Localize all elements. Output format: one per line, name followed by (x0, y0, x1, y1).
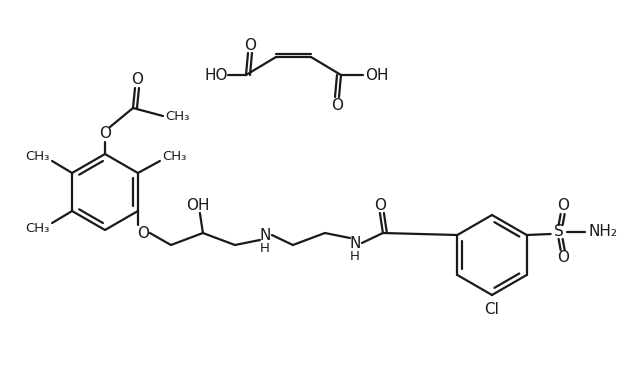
Text: O: O (244, 37, 256, 52)
Text: OH: OH (365, 68, 388, 83)
Text: CH₃: CH₃ (26, 149, 50, 163)
Text: CH₃: CH₃ (26, 222, 50, 235)
Text: H: H (350, 250, 360, 262)
Text: O: O (557, 251, 569, 265)
Text: NH₂: NH₂ (589, 225, 618, 240)
Text: HO: HO (205, 68, 228, 83)
Text: O: O (137, 225, 149, 240)
Text: O: O (331, 98, 343, 113)
Text: O: O (557, 199, 569, 214)
Text: N: N (349, 236, 360, 251)
Text: O: O (99, 127, 111, 142)
Text: S: S (554, 225, 563, 240)
Text: CH₃: CH₃ (165, 109, 189, 123)
Text: OH: OH (186, 197, 210, 212)
Text: Cl: Cl (484, 302, 499, 317)
Text: O: O (131, 73, 143, 87)
Text: H: H (260, 241, 270, 254)
Text: O: O (374, 197, 386, 212)
Text: CH₃: CH₃ (162, 149, 186, 163)
Text: N: N (259, 228, 271, 243)
